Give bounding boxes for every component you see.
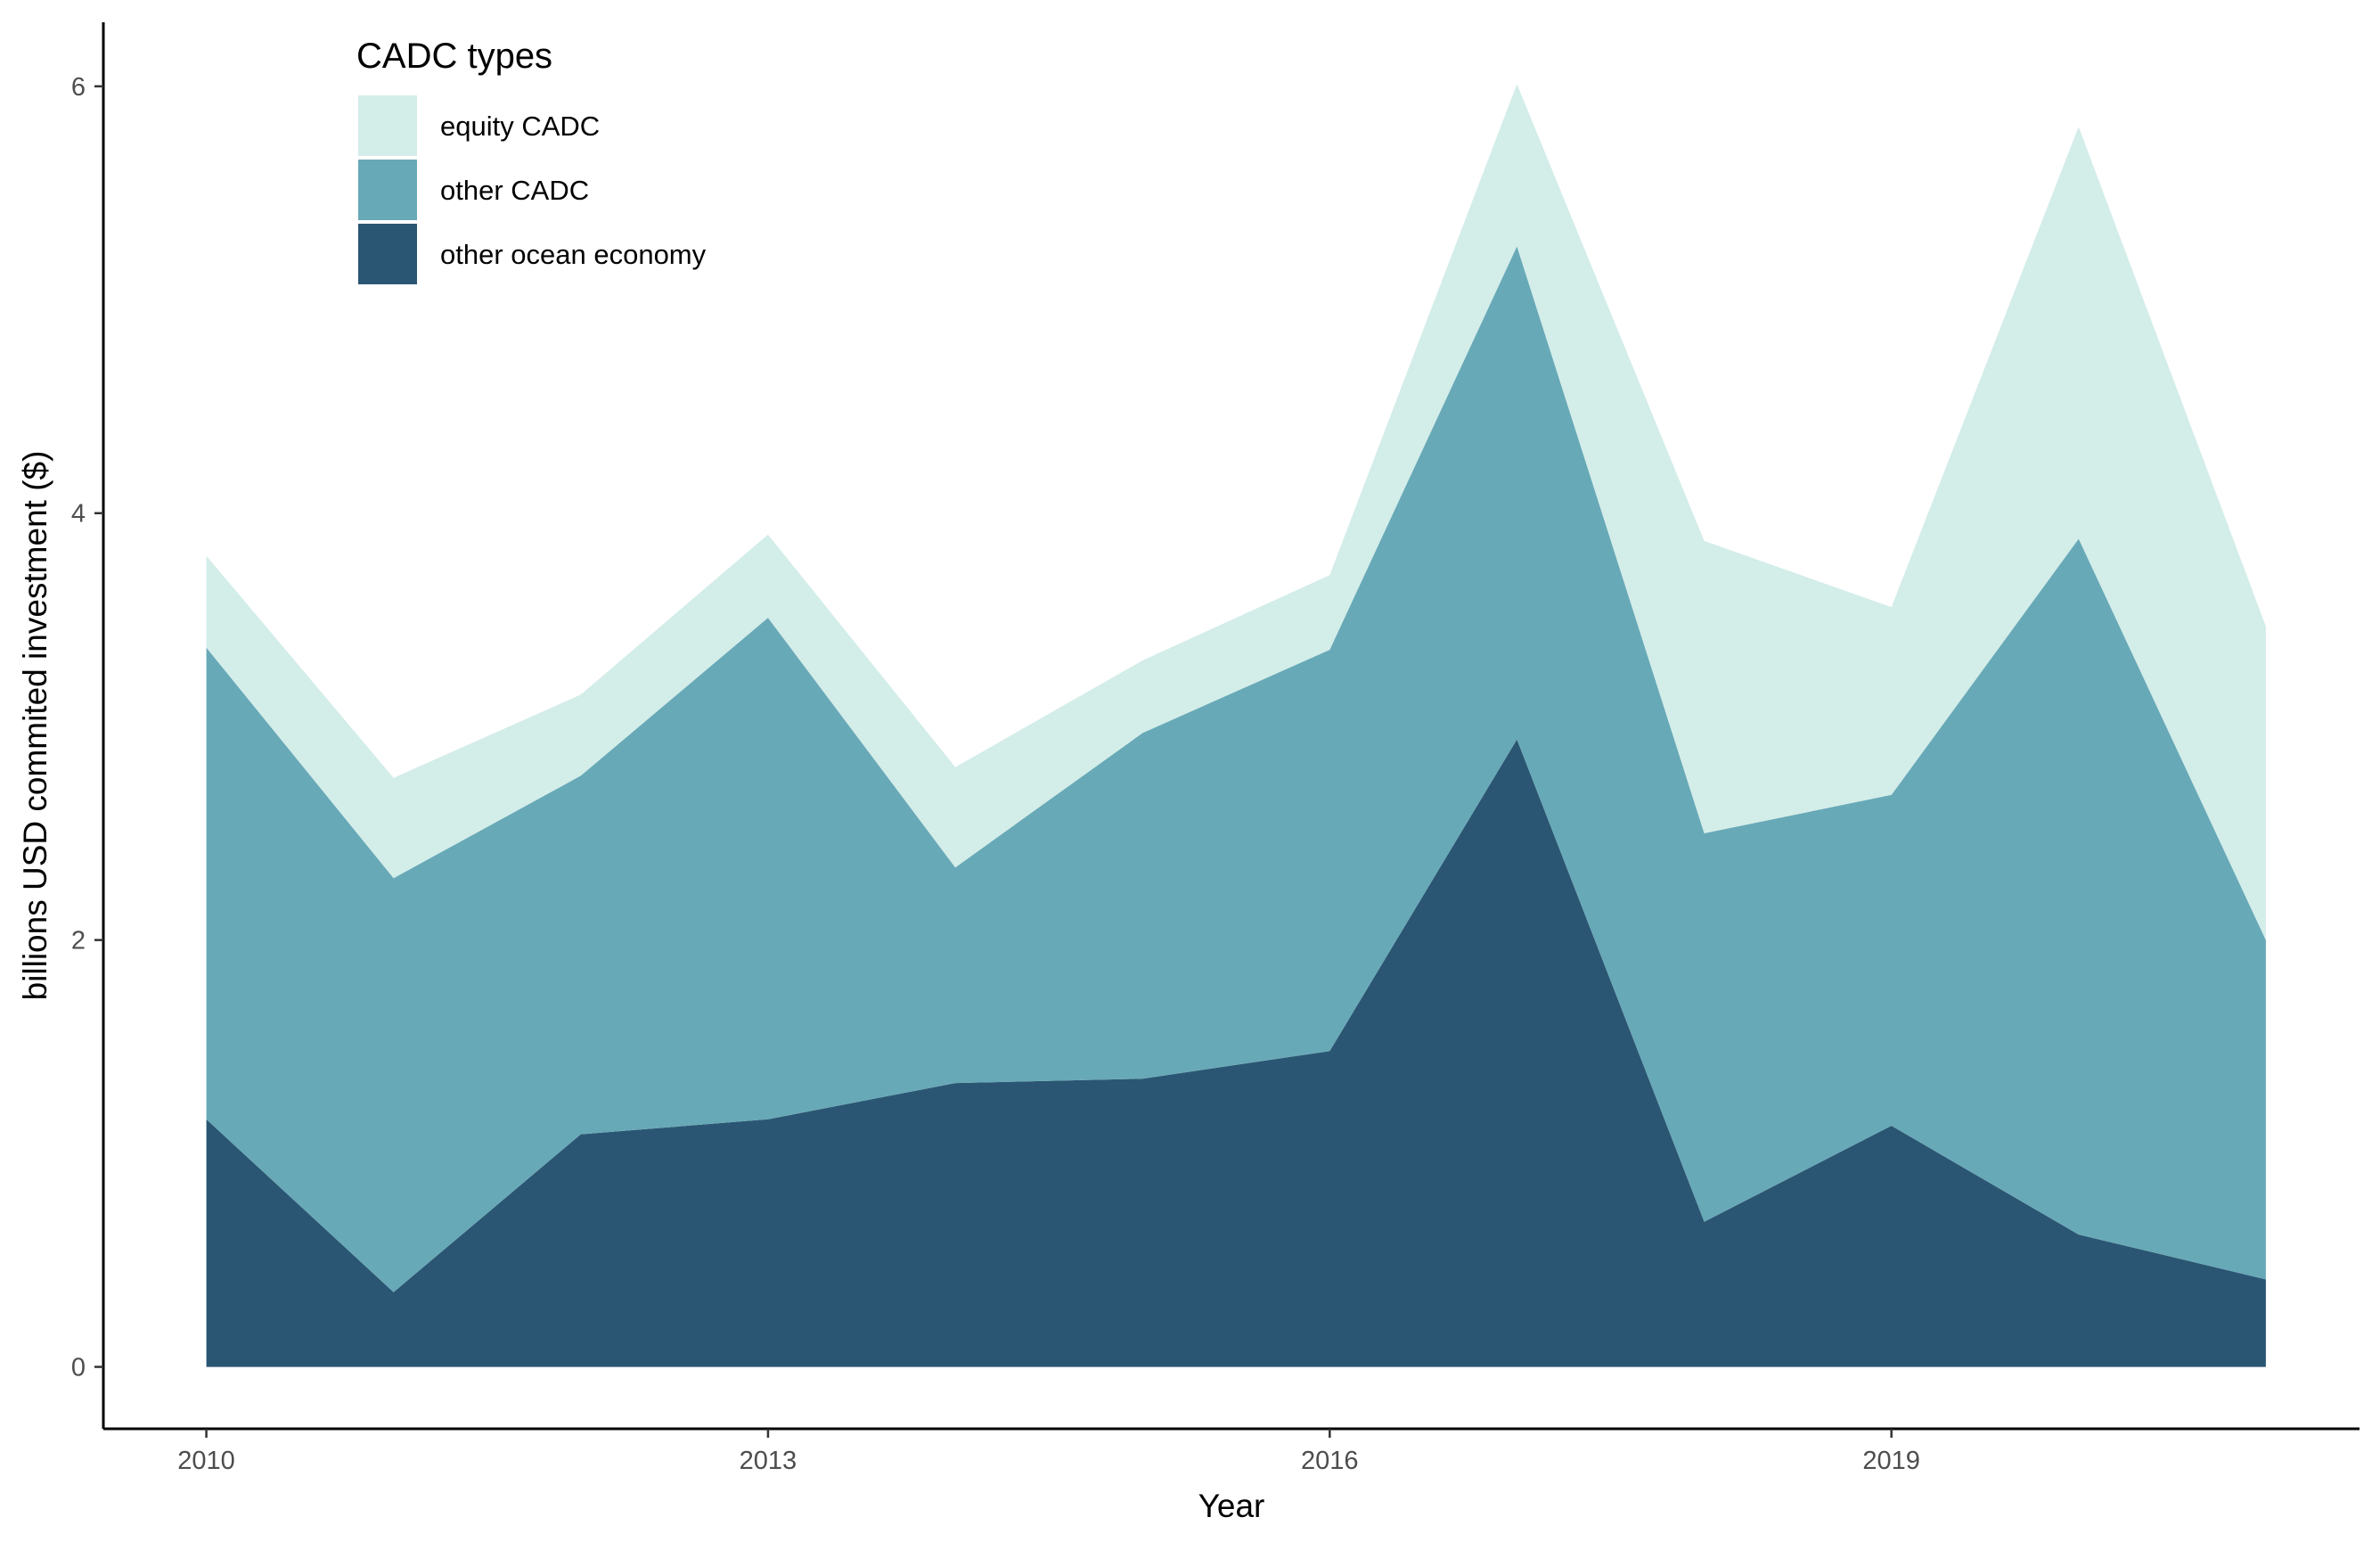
- x-tick-label: 2013: [740, 1447, 797, 1475]
- x-axis-title: Year: [1198, 1488, 1265, 1524]
- area-other-cadc: [206, 246, 2266, 1292]
- legend-entries: equity CADC other CADC other ocean economy: [358, 95, 707, 284]
- legend-key-equity-cadc: [358, 95, 417, 156]
- legend-label-equity-cadc: equity CADC: [440, 111, 600, 142]
- y-tick-label: 2: [71, 927, 86, 955]
- x-tick-label: 2010: [177, 1447, 235, 1475]
- axes-layer: [102, 22, 2360, 1431]
- y-axis-title: billions USD commited investment ($): [17, 451, 53, 1001]
- area-series-layer: [206, 84, 2266, 1367]
- area-equity-cadc: [206, 84, 2266, 940]
- x-tick-label: 2019: [1862, 1447, 1920, 1475]
- legend: CADC types equity CADC other CADC other oc…: [356, 37, 707, 284]
- legend-label-other-ocean-economy: other ocean economy: [440, 239, 707, 270]
- x-tick-label: 2016: [1301, 1447, 1359, 1475]
- legend-key-other-cadc: [358, 160, 417, 220]
- legend-label-other-cadc: other CADC: [440, 175, 589, 206]
- ticks-layer: 0 2 4 6 2010 2013 2016 2019: [71, 73, 1920, 1475]
- area-other-ocean-economy: [206, 739, 2266, 1367]
- y-tick-label: 6: [71, 73, 86, 102]
- legend-title: CADC types: [356, 37, 552, 76]
- y-tick-label: 4: [71, 500, 86, 529]
- y-tick-label: 0: [71, 1354, 86, 1382]
- legend-key-other-ocean-economy: [358, 224, 417, 284]
